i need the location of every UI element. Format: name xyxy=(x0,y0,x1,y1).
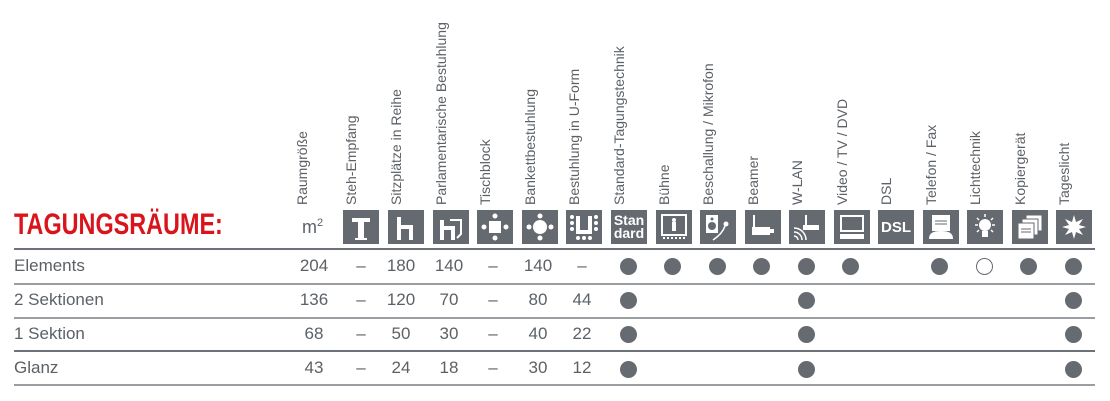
feature-dot-standard xyxy=(620,258,637,275)
feature-dot-standard xyxy=(620,361,637,378)
unit-label: m2 xyxy=(302,217,324,237)
col-header-buehne: Bühne xyxy=(656,164,672,205)
feature-dot-beschallung xyxy=(709,258,726,275)
cell-u-form: 22 xyxy=(572,324,592,343)
parliament-seating-icon xyxy=(433,210,469,244)
feature-dot-buehne xyxy=(664,258,681,275)
cell-sitzplaetze: 50 xyxy=(391,324,411,343)
col-header-video: Video / TV / DVD xyxy=(834,98,850,205)
page-title: TAGUNGSRÄUME: xyxy=(14,208,223,241)
speaker-microphone-icon xyxy=(700,210,736,244)
feature-dot-tageslicht xyxy=(1065,292,1082,309)
dsl-icon: DSL xyxy=(878,210,914,244)
cell-tischblock: – xyxy=(488,290,498,309)
col-header-dsl: DSL xyxy=(878,177,894,205)
cell-sitzplaetze: 180 xyxy=(386,256,416,275)
feature-dot-tageslicht xyxy=(1065,326,1082,343)
row-label: 2 Sektionen xyxy=(14,290,104,309)
feature-dot-standard xyxy=(620,326,637,343)
cell-parlamentarisch: 70 xyxy=(439,290,459,309)
phone-fax-icon xyxy=(923,210,959,244)
col-header-tischblock: Tischblock xyxy=(477,139,493,205)
wifi-router-icon xyxy=(789,210,825,244)
cell-parlamentarisch: 30 xyxy=(439,324,459,343)
row-rule xyxy=(14,350,1095,352)
col-header-tageslicht: Tageslicht xyxy=(1056,142,1072,205)
cell-bankett: 140 xyxy=(523,256,553,275)
cell-parlamentarisch: 140 xyxy=(434,256,464,275)
banquet-icon xyxy=(522,210,558,244)
row-seating-icon xyxy=(388,210,424,244)
col-header-bankett: Bankettbestuhlung xyxy=(522,89,538,205)
row-rule xyxy=(14,283,1095,285)
header-rule xyxy=(14,248,1095,250)
lightbulb-icon xyxy=(967,210,1003,244)
col-header-beschallung: Beschallung / Mikrofon xyxy=(700,63,716,205)
row-label: 1 Sektion xyxy=(14,324,85,343)
stage-icon xyxy=(656,210,692,244)
cell-tischblock: – xyxy=(488,256,498,275)
col-header-sitzplaetze: Sitzplätze in Reihe xyxy=(388,89,404,205)
cell-raumgroesse: 136 xyxy=(299,290,329,309)
u-shape-icon xyxy=(566,210,602,244)
col-header-telefon: Telefon / Fax xyxy=(923,124,939,205)
sun-icon xyxy=(1056,210,1092,244)
col-header-standard: Standard-Tagungstechnik xyxy=(611,46,627,205)
row-rule xyxy=(14,384,1095,386)
cell-tischblock: – xyxy=(488,324,498,343)
feature-dot-licht-optional xyxy=(976,258,993,275)
cell-sitzplaetze: 120 xyxy=(386,290,416,309)
feature-dot-wlan xyxy=(798,361,815,378)
cell-steh-empfang: – xyxy=(356,256,366,275)
row-label: Elements xyxy=(14,256,85,275)
standard-icon: Stan dard xyxy=(611,210,647,244)
feature-dot-video xyxy=(842,258,859,275)
col-header-kopierer: Kopiergerät xyxy=(1012,132,1028,205)
cell-raumgroesse: 68 xyxy=(304,324,324,343)
col-header-licht: Lichttechnik xyxy=(967,131,983,205)
row-rule xyxy=(14,317,1095,319)
col-header-parlamentarisch: Parlamentarische Bestuhlung xyxy=(433,22,449,205)
feature-dot-standard xyxy=(620,292,637,309)
feature-dot-kopierer xyxy=(1020,258,1037,275)
cell-steh-empfang: – xyxy=(356,290,366,309)
col-header-raumgroesse: Raumgröße xyxy=(294,131,310,205)
cell-raumgroesse: 204 xyxy=(299,256,329,275)
feature-dot-telefon xyxy=(931,258,948,275)
cell-bankett: 80 xyxy=(528,290,548,309)
cell-sitzplaetze: 24 xyxy=(391,358,411,377)
feature-dot-tageslicht xyxy=(1065,258,1082,275)
feature-dot-tageslicht xyxy=(1065,361,1082,378)
col-header-u-form: Bestuhlung in U-Form xyxy=(566,68,582,205)
feature-dot-beamer xyxy=(753,258,770,275)
standing-reception-icon xyxy=(343,210,379,244)
feature-dot-wlan xyxy=(798,292,815,309)
cell-raumgroesse: 43 xyxy=(304,358,324,377)
feature-dot-wlan xyxy=(798,258,815,275)
cell-steh-empfang: – xyxy=(356,324,366,343)
row-label: Glanz xyxy=(14,358,59,377)
cell-u-form: – xyxy=(577,256,587,275)
cell-bankett: 30 xyxy=(528,358,548,377)
copier-icon xyxy=(1012,210,1048,244)
tv-icon xyxy=(834,210,870,244)
cell-u-form: 12 xyxy=(572,358,592,377)
cell-steh-empfang: – xyxy=(356,358,366,377)
cell-tischblock: – xyxy=(488,358,498,377)
col-header-steh-empfang: Steh-Empfang xyxy=(343,115,359,206)
cell-u-form: 44 xyxy=(572,290,592,309)
table-block-icon xyxy=(477,210,513,244)
projector-icon xyxy=(745,210,781,244)
col-header-beamer: Beamer xyxy=(745,155,761,205)
cell-parlamentarisch: 18 xyxy=(439,358,459,377)
cell-bankett: 40 xyxy=(528,324,548,343)
feature-dot-wlan xyxy=(798,326,815,343)
col-header-wlan: W-LAN xyxy=(789,160,805,205)
